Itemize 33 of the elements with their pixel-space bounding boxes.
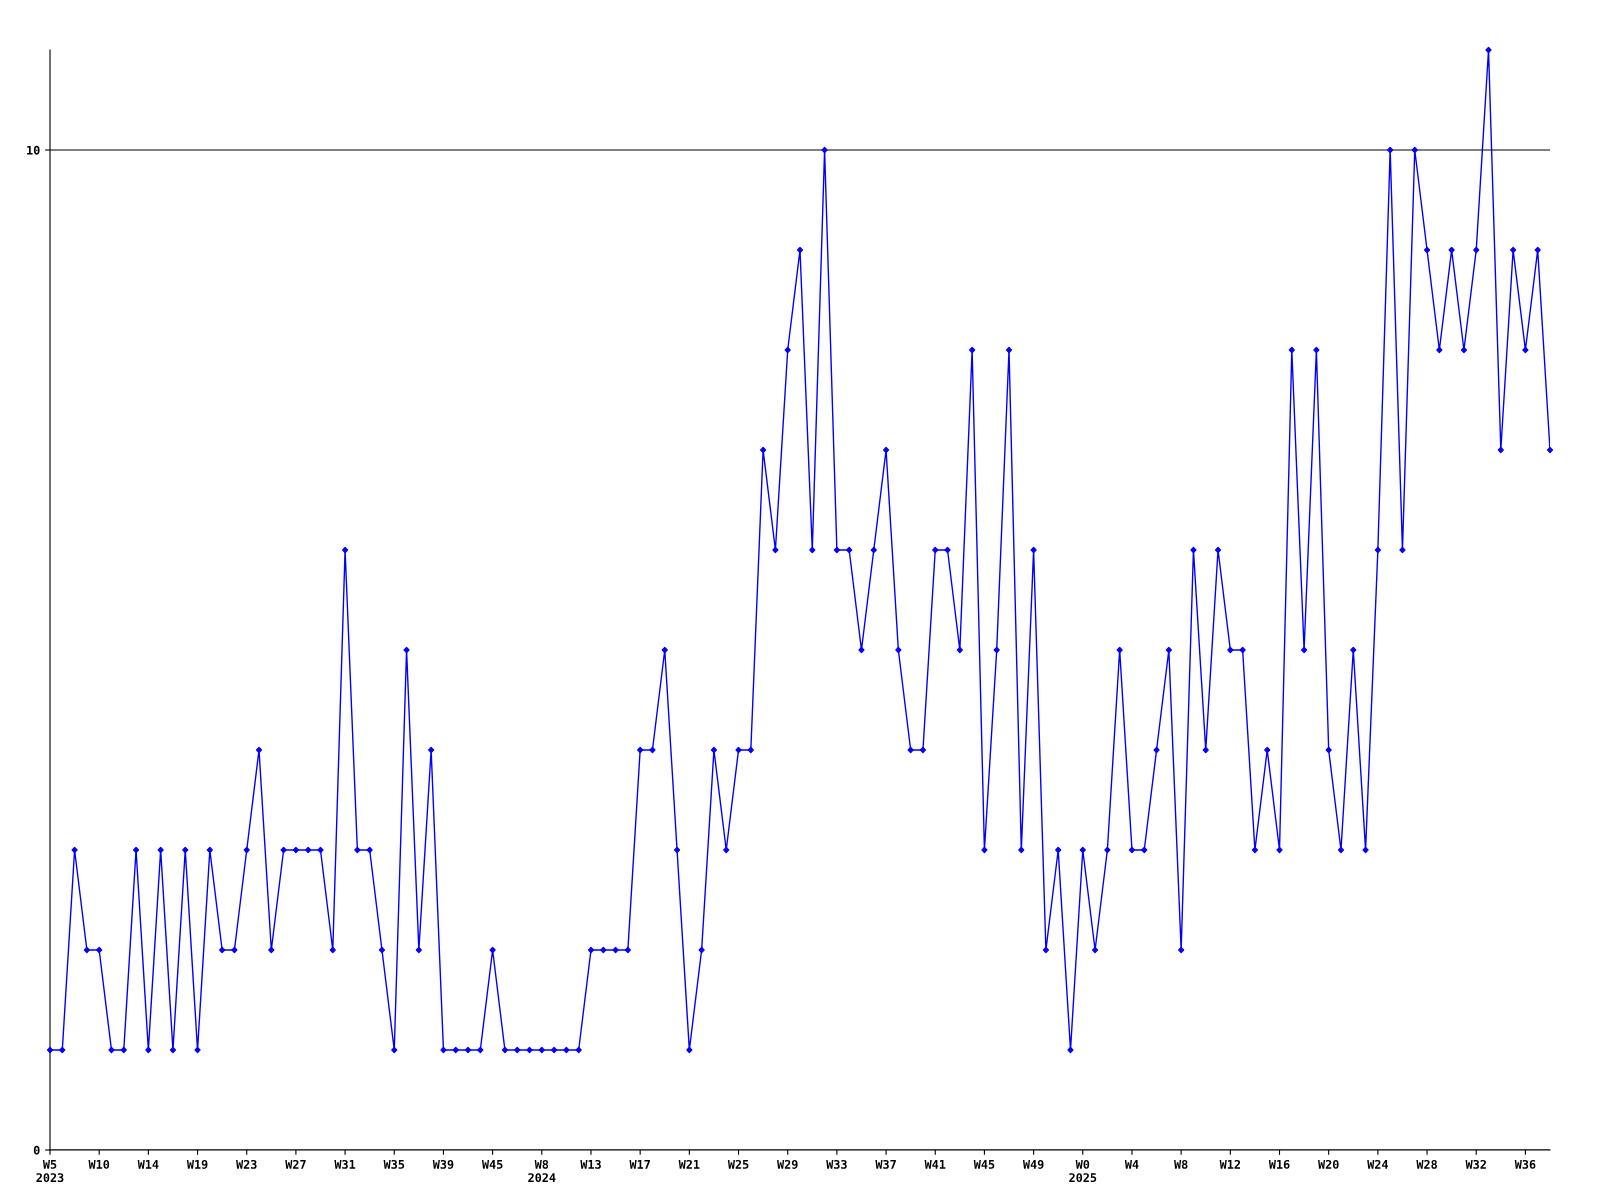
x-tick-label: W5 2023 (36, 1160, 64, 1183)
x-tick-label: W25 (727, 1159, 749, 1169)
x-tick-label: W20 (1318, 1159, 1339, 1169)
x-tick-label: W37 (875, 1159, 896, 1169)
x-tick-label: W13 (580, 1159, 601, 1169)
x-tick-label: W23 (236, 1159, 257, 1169)
x-tick-label: W36 (1514, 1159, 1536, 1169)
x-tick-label: W19 (186, 1160, 208, 1169)
y-tick-label: 0 (33, 1145, 40, 1155)
x-tick-label: W27 (285, 1159, 306, 1169)
x-tick-label: W35 (383, 1159, 405, 1169)
x-tick-label: W31 (334, 1159, 356, 1169)
x-tick-label: W4 (1124, 1160, 1139, 1169)
x-tick-label: W49 (1022, 1160, 1044, 1169)
x-tick-label: W8 2024 (528, 1159, 556, 1183)
x-tick-label: W32 (1465, 1159, 1486, 1169)
x-tick-label: W21 (678, 1159, 700, 1169)
x-tick-label: W14 (137, 1160, 159, 1169)
x-tick-label: W0 2025 (1069, 1159, 1097, 1183)
x-tick-label: W12 (1219, 1159, 1241, 1169)
x-tick-label: W16 (1268, 1159, 1290, 1169)
y-tick-label: 10 (27, 145, 40, 155)
x-tick-label: W29 (777, 1159, 798, 1169)
x-tick-label: W24 (1367, 1159, 1388, 1169)
x-tick-label: W45 (481, 1160, 503, 1169)
x-tick-label: W17 (629, 1160, 650, 1169)
x-tick-label: W10 (88, 1159, 110, 1169)
x-tick-label: W33 (826, 1159, 847, 1169)
x-tick-label: W28 (1416, 1159, 1437, 1169)
x-tick-label: W41 (924, 1160, 946, 1169)
x-tick-label: W39 (432, 1159, 454, 1169)
x-tick-label: W45 (973, 1160, 995, 1169)
x-tick-label: W8 (1174, 1159, 1188, 1169)
